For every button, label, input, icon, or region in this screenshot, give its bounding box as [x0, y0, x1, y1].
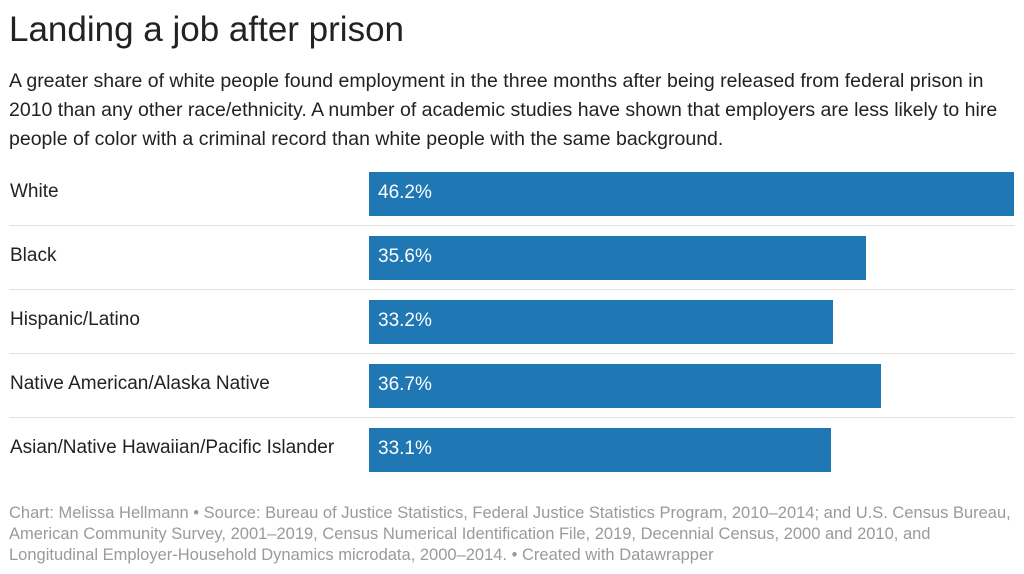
bar [369, 172, 1014, 216]
category-label: Black [10, 245, 57, 266]
bar-chart: White 46.2% Black 35.6% Hispanic/Latino 33.2%… [0, 162, 1024, 484]
bar-value-label: 33.2% [378, 310, 432, 331]
category-label: Asian/Native Hawaiian/Pacific Islander [10, 437, 335, 458]
bar-value-label: 35.6% [378, 246, 432, 267]
row-divider [9, 289, 1015, 290]
category-label: Hispanic/Latino [10, 309, 140, 330]
row-divider [9, 353, 1015, 354]
bar-value-label: 36.7% [378, 374, 432, 395]
bar-row: Black 35.6% [0, 226, 1024, 290]
chart-description: A greater share of white people found em… [9, 70, 998, 150]
bar-value-label: 33.1% [378, 438, 432, 459]
bar-row: Native American/Alaska Native 36.7% [0, 354, 1024, 418]
chart-footer: Chart: Melissa Hellmann • Source: Bureau… [9, 504, 1011, 564]
chart-title: Landing a job after prison [9, 10, 404, 49]
row-divider [9, 417, 1015, 418]
bar [369, 364, 881, 408]
bar-row: White 46.2% [0, 162, 1024, 226]
bar-row: Hispanic/Latino 33.2% [0, 290, 1024, 354]
row-divider [9, 225, 1015, 226]
bar-row: Asian/Native Hawaiian/Pacific Islander 33… [0, 418, 1024, 482]
bar [369, 428, 831, 472]
category-label: White [10, 181, 59, 202]
bar [369, 300, 833, 344]
category-label: Native American/Alaska Native [10, 373, 270, 394]
bar-value-label: 46.2% [378, 182, 432, 203]
bar [369, 236, 866, 280]
